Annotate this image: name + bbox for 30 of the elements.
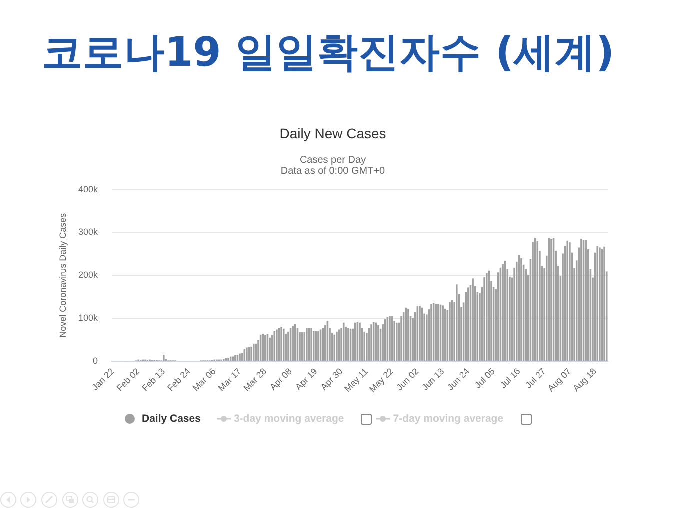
x-tick-label: Aug 18 xyxy=(571,366,598,394)
x-tick-label: Feb 02 xyxy=(114,366,142,394)
legend-label: Daily Cases xyxy=(142,413,201,425)
text: 코로나19 일일확진자수 (세계) xyxy=(42,28,615,76)
x-tick-label: Mar 17 xyxy=(216,366,244,394)
x-tick-label: Apr 19 xyxy=(294,366,320,392)
x-tick-label: May 22 xyxy=(368,366,396,394)
x-tick-label: Jan 22 xyxy=(90,366,116,393)
x-tick-label: Feb 13 xyxy=(140,366,168,394)
x-tick-label: Jul 05 xyxy=(472,366,497,390)
chart-title: Daily New Cases xyxy=(280,125,386,142)
x-tick-label: Jun 24 xyxy=(445,366,472,393)
x-tick-label: Jun 13 xyxy=(420,366,446,393)
x-tick-label: Jun 02 xyxy=(394,366,421,393)
y-tick-label: 400k xyxy=(78,184,98,194)
x-tick-label: Apr 08 xyxy=(268,366,294,392)
x-tick-label: Jul 16 xyxy=(498,366,522,390)
x-tick-label: Apr 30 xyxy=(318,366,345,392)
x-tick-label: Feb 24 xyxy=(166,366,192,394)
y-tick-label: 100k xyxy=(78,313,98,324)
y-axis-title: Novel Coronavirus Daily Cases xyxy=(58,212,68,338)
y-tick-label: 300k xyxy=(78,227,98,238)
x-tick-label: Mar 28 xyxy=(242,366,269,394)
x-tick-label: Jul 27 xyxy=(524,366,548,390)
y-tick-label: 0 xyxy=(92,356,98,366)
y-tick-label: 200k xyxy=(78,270,98,280)
x-tick-label: May 11 xyxy=(342,366,370,394)
x-tick-label: Aug 07 xyxy=(546,366,574,394)
x-tick-label: Mar 06 xyxy=(190,366,218,394)
chart-subtitle: Cases per Day Data as of 0:00 GMT+0 xyxy=(280,155,386,178)
